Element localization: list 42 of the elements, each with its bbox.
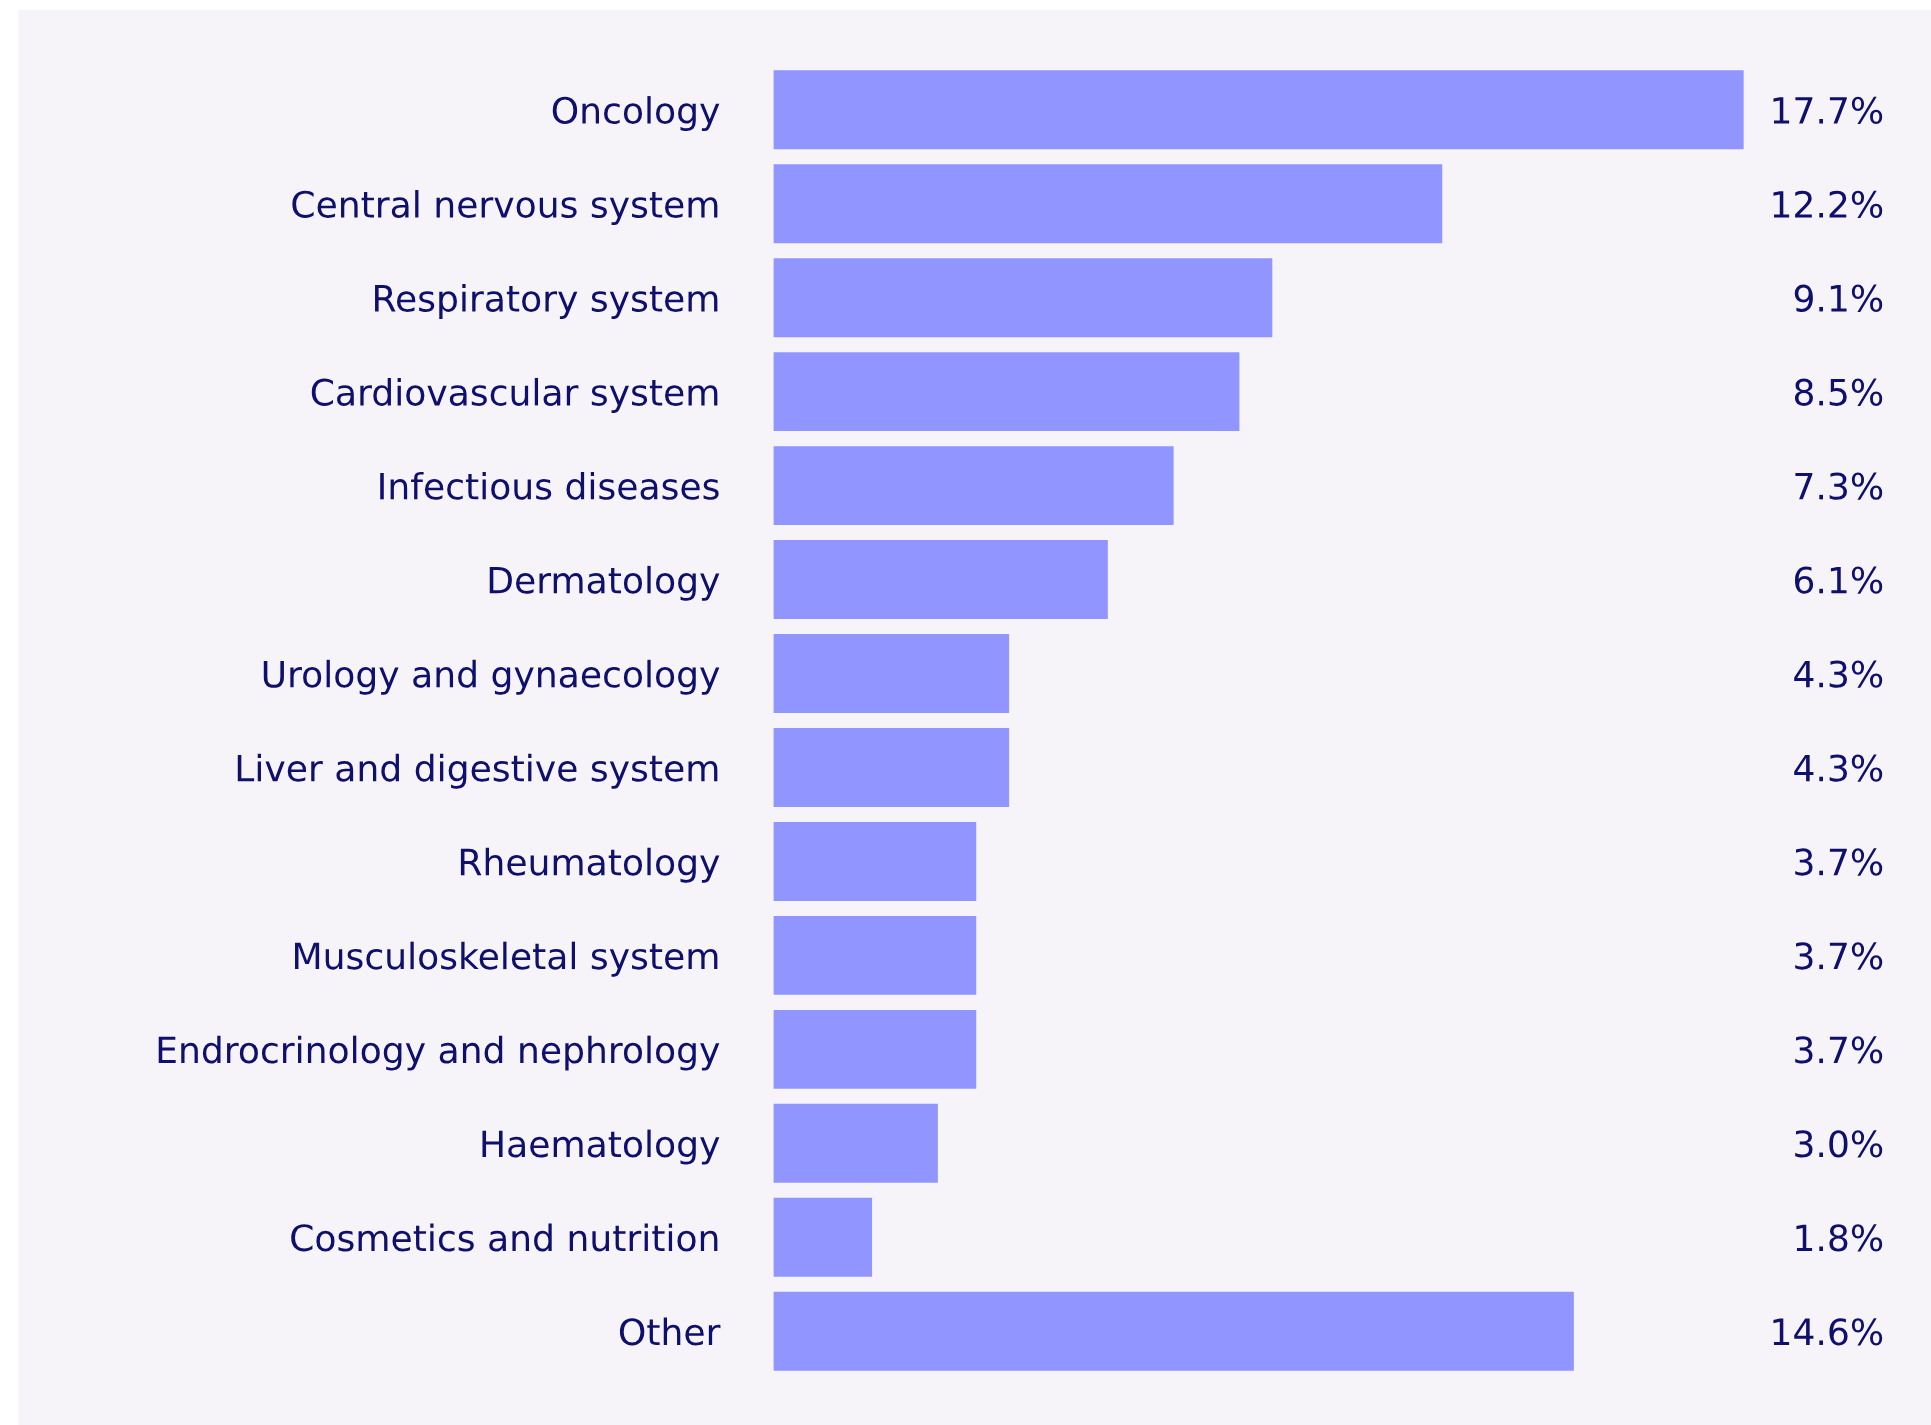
data-label: 1.8% xyxy=(1796,1224,1883,1252)
bar xyxy=(773,915,977,995)
y-tick-label: Cosmetics and nutrition xyxy=(291,1223,718,1252)
y-tick-label: Musculoskeletal system xyxy=(295,941,718,977)
y-tick-label: Haematology xyxy=(482,1129,720,1165)
bar xyxy=(773,540,1108,620)
data-label: 3.7% xyxy=(1795,942,1883,970)
data-label: 4.3% xyxy=(1794,754,1883,782)
data-label: 17.7% xyxy=(1773,96,1883,125)
y-tick-label: Rheumatology xyxy=(460,847,720,883)
y-tick-label: Cardiovascular system xyxy=(311,377,718,413)
bar xyxy=(773,352,1240,432)
data-label: 3.7% xyxy=(1795,848,1883,876)
data-label: 3.0% xyxy=(1795,1130,1883,1158)
bar xyxy=(773,1009,977,1089)
y-tick-label: Oncology xyxy=(552,96,720,132)
bar xyxy=(773,634,1010,713)
bar xyxy=(773,164,1443,244)
bar xyxy=(773,728,1010,807)
bar xyxy=(773,1197,873,1277)
y-tick-label: Liver and digestive system xyxy=(237,753,718,789)
data-label: 14.6% xyxy=(1773,1318,1883,1346)
bar xyxy=(773,446,1174,526)
y-tick-label: Urology and gynaecology xyxy=(263,659,720,695)
data-label: 9.1% xyxy=(1794,284,1883,312)
bar xyxy=(773,1103,938,1183)
data-label: 12.2% xyxy=(1773,190,1883,218)
y-tick-label: Central nervous system xyxy=(292,190,718,225)
bar xyxy=(773,258,1273,338)
bar xyxy=(773,70,1744,150)
y-tick-label: Infectious diseases xyxy=(380,471,719,500)
bar xyxy=(773,1291,1574,1371)
data-label: 4.3% xyxy=(1794,660,1883,688)
bar xyxy=(773,821,977,901)
y-tick-label: Other xyxy=(619,1317,721,1346)
y-tick-label: Endrocrinology and nephrology xyxy=(158,1035,720,1071)
data-label: 6.1% xyxy=(1794,566,1883,594)
y-tick-label: Respiratory system xyxy=(375,283,718,319)
data-label: 7.3% xyxy=(1795,472,1883,500)
data-label: 8.5% xyxy=(1794,378,1883,406)
data-label: 3.7% xyxy=(1795,1036,1883,1064)
y-tick-label: Dermatology xyxy=(489,565,720,601)
